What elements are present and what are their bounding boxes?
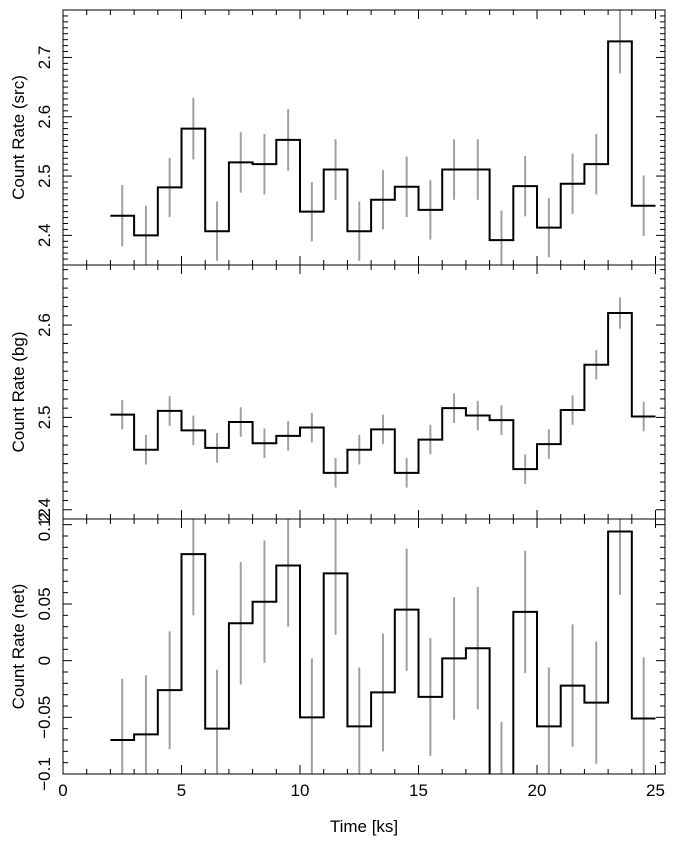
series-3 bbox=[110, 519, 656, 774]
x-tick-label: 0 bbox=[58, 781, 67, 800]
y-tick-label: 2.6 bbox=[35, 105, 54, 129]
y-tick-label: 0.12 bbox=[35, 508, 54, 541]
y-axis-title: Count Rate (src) bbox=[9, 75, 28, 200]
y-tick-label: 2.6 bbox=[35, 313, 54, 337]
y-axis-title: Count Rate (net) bbox=[9, 584, 28, 710]
series-2 bbox=[110, 297, 656, 488]
y-tick-label: 2.5 bbox=[35, 164, 54, 188]
panel-frame bbox=[62, 264, 666, 520]
step-line bbox=[110, 312, 656, 474]
y-tick-label: 2.4 bbox=[35, 224, 54, 248]
y-tick-label: 2.4 bbox=[35, 498, 54, 522]
panel-3: −0.1 −0.05 0 0.05 0.12 Count Rate (net) 0 5 10 15… bbox=[9, 508, 666, 836]
x-tick-label: 5 bbox=[177, 781, 186, 800]
panel-frame bbox=[62, 9, 666, 266]
y-tick-label: 0.05 bbox=[35, 587, 54, 620]
panel-2: 2.4 2.5 2.6 Count Rate (bg) bbox=[9, 264, 666, 522]
y-tick-label: 2.5 bbox=[35, 406, 54, 430]
y-tick-label: 0 bbox=[35, 656, 54, 665]
x-axis-title: Time [ks] bbox=[330, 817, 398, 836]
x-tick-label: 25 bbox=[646, 781, 665, 800]
x-tick-label: 15 bbox=[409, 781, 428, 800]
y-axis-title: Count Rate (bg) bbox=[9, 332, 28, 453]
step-line bbox=[110, 40, 656, 242]
x-tick-label: 10 bbox=[291, 781, 310, 800]
panel-frame bbox=[62, 518, 666, 775]
panel-1: 2.4 2.5 2.6 2.7 Count Rate (src) bbox=[9, 9, 666, 266]
x-tick-label: 20 bbox=[528, 781, 547, 800]
series-1 bbox=[110, 10, 656, 265]
step-line bbox=[110, 530, 656, 774]
y-tick-label: −0.1 bbox=[35, 757, 54, 791]
y-tick-label: 2.7 bbox=[35, 46, 54, 70]
y-tick-label: −0.05 bbox=[35, 696, 54, 739]
